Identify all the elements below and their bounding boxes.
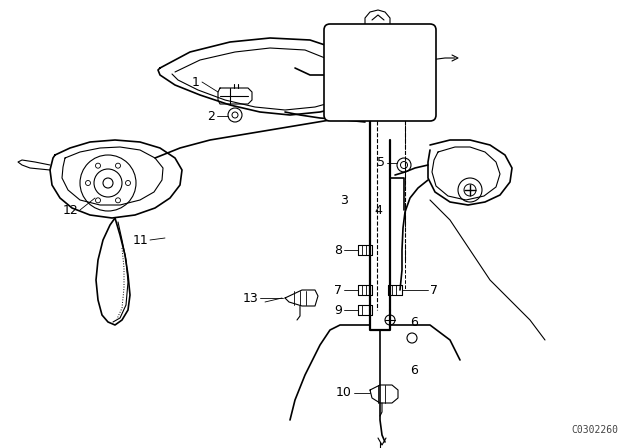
Text: 2: 2: [207, 109, 215, 122]
Text: 7: 7: [430, 284, 438, 297]
Text: 9: 9: [334, 303, 342, 316]
Text: 11: 11: [132, 233, 148, 246]
FancyBboxPatch shape: [324, 24, 436, 121]
Text: 6: 6: [410, 363, 418, 376]
Text: 5: 5: [377, 156, 385, 169]
Text: 10: 10: [336, 387, 352, 400]
Text: 8: 8: [334, 244, 342, 257]
Circle shape: [401, 161, 408, 168]
Text: 13: 13: [243, 292, 258, 305]
Text: 4: 4: [374, 203, 382, 216]
Text: 12: 12: [62, 203, 78, 216]
Text: 3: 3: [340, 194, 348, 207]
Text: 1: 1: [192, 76, 200, 89]
Text: 6: 6: [410, 315, 418, 328]
Text: 7: 7: [334, 284, 342, 297]
Text: C0302260: C0302260: [572, 425, 618, 435]
